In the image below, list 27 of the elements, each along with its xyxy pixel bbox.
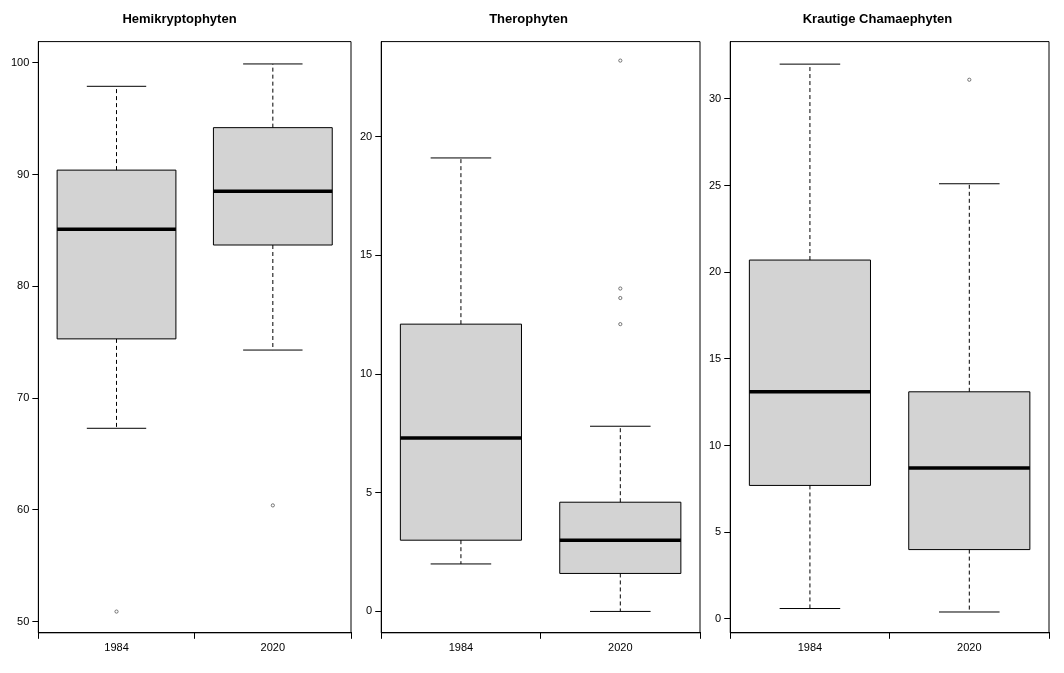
y-tick-label: 80 [17,279,30,292]
x-tick-label: 2020 [608,641,633,654]
y-tick-label: 50 [17,614,30,627]
x-tick-label: 2020 [260,641,286,654]
y-tick-label: 10 [359,367,373,380]
chart-title: Therophyten [489,11,568,27]
y-tick-label: 20 [708,265,722,278]
x-tick-label: 2020 [957,641,982,654]
y-tick-label: 90 [17,167,30,180]
y-tick-label: 0 [366,604,373,617]
y-tick-label: 10 [708,438,722,451]
y-tick-label: 30 [708,91,722,104]
y-tick-label: 0 [715,611,722,624]
y-tick-label: 5 [366,485,373,498]
x-tick-label: 1984 [104,641,129,654]
chart-title: Krautige Chamaephyten [802,11,953,27]
y-tick-label: 70 [17,391,30,404]
y-tick-label: 60 [17,502,30,515]
y-tick-label: 20 [359,129,373,142]
y-tick-label: 15 [359,248,373,261]
x-tick-label: 1984 [448,641,474,654]
y-tick-label: 100 [10,55,30,68]
y-tick-label: 15 [708,351,722,364]
y-tick-label: 5 [715,525,722,538]
y-tick-label: 25 [708,178,722,191]
x-tick-label: 1984 [797,641,823,654]
chart-title: Hemikryptophyten [122,11,237,27]
